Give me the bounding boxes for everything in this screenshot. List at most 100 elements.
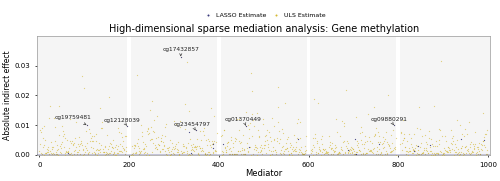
Point bbox=[284, 147, 292, 150]
Point bbox=[146, 138, 154, 141]
Point bbox=[45, 152, 53, 155]
Point bbox=[256, 145, 264, 148]
Point bbox=[382, 149, 390, 152]
Point bbox=[60, 146, 68, 149]
Point bbox=[276, 148, 284, 151]
Point bbox=[481, 146, 489, 149]
Point bbox=[406, 150, 414, 153]
Point bbox=[366, 149, 374, 152]
Point bbox=[480, 144, 488, 146]
Point bbox=[390, 124, 398, 127]
Point bbox=[401, 145, 409, 148]
Point bbox=[362, 151, 370, 154]
Point bbox=[308, 148, 316, 150]
Point bbox=[156, 140, 164, 142]
Point bbox=[428, 152, 436, 155]
Point bbox=[212, 150, 220, 152]
Point bbox=[440, 146, 448, 149]
Point bbox=[234, 140, 242, 142]
Point bbox=[236, 142, 244, 145]
Point bbox=[468, 150, 476, 153]
Point bbox=[312, 151, 320, 154]
Point bbox=[36, 142, 44, 145]
Point bbox=[295, 151, 303, 154]
Point bbox=[236, 118, 244, 121]
Point bbox=[93, 153, 101, 156]
Point bbox=[428, 143, 436, 146]
Point bbox=[264, 146, 272, 148]
Point bbox=[466, 153, 474, 156]
Point bbox=[98, 126, 106, 129]
Point bbox=[74, 145, 82, 148]
Point bbox=[408, 151, 416, 154]
Point bbox=[446, 151, 454, 153]
Point bbox=[140, 152, 148, 155]
Point bbox=[42, 152, 50, 155]
Point bbox=[257, 148, 265, 151]
Point bbox=[386, 147, 394, 150]
Point bbox=[292, 145, 300, 148]
Point bbox=[384, 94, 392, 96]
Point bbox=[358, 142, 366, 145]
Point bbox=[81, 145, 89, 148]
Point bbox=[95, 149, 103, 152]
Point bbox=[350, 147, 358, 150]
Point bbox=[98, 151, 106, 154]
Point bbox=[309, 153, 317, 156]
Point bbox=[98, 121, 106, 124]
Point bbox=[451, 142, 459, 145]
Point bbox=[342, 147, 350, 150]
Point bbox=[87, 136, 95, 139]
Point bbox=[400, 137, 407, 140]
Point bbox=[242, 111, 250, 114]
Point bbox=[481, 133, 489, 136]
Point bbox=[242, 142, 250, 145]
Point bbox=[115, 149, 123, 152]
Point bbox=[229, 142, 237, 144]
Point bbox=[308, 144, 316, 147]
Point bbox=[468, 143, 476, 146]
Point bbox=[268, 146, 276, 149]
Point bbox=[43, 147, 51, 150]
Point bbox=[54, 148, 62, 151]
Point bbox=[398, 148, 406, 151]
Point bbox=[219, 143, 227, 146]
Point bbox=[322, 151, 330, 154]
Point bbox=[141, 143, 149, 146]
Point bbox=[443, 150, 451, 152]
Point bbox=[430, 151, 438, 154]
Point bbox=[68, 152, 76, 155]
Point bbox=[328, 147, 336, 150]
Point bbox=[69, 143, 77, 146]
Point bbox=[74, 142, 82, 145]
Point bbox=[432, 152, 440, 155]
Point bbox=[100, 153, 108, 156]
Point bbox=[160, 143, 168, 146]
Point bbox=[182, 146, 190, 148]
Point bbox=[132, 143, 140, 146]
Point bbox=[374, 152, 382, 155]
Point bbox=[179, 144, 187, 147]
Point bbox=[190, 149, 198, 152]
Point bbox=[350, 153, 358, 156]
Point bbox=[290, 134, 298, 137]
Point bbox=[210, 146, 218, 149]
Point bbox=[430, 144, 438, 147]
Point bbox=[240, 148, 248, 151]
Point bbox=[242, 124, 250, 127]
Point bbox=[231, 153, 239, 156]
Point bbox=[192, 148, 200, 151]
Point bbox=[270, 138, 278, 141]
Point bbox=[228, 152, 236, 155]
Point bbox=[102, 151, 110, 154]
Point bbox=[356, 131, 364, 134]
Point bbox=[241, 153, 249, 156]
Point bbox=[330, 151, 338, 153]
Point bbox=[455, 151, 463, 154]
Point bbox=[196, 146, 204, 149]
Point bbox=[119, 139, 127, 142]
Point bbox=[168, 152, 175, 155]
Point bbox=[194, 153, 202, 156]
Point bbox=[293, 137, 301, 140]
Point bbox=[40, 124, 48, 127]
